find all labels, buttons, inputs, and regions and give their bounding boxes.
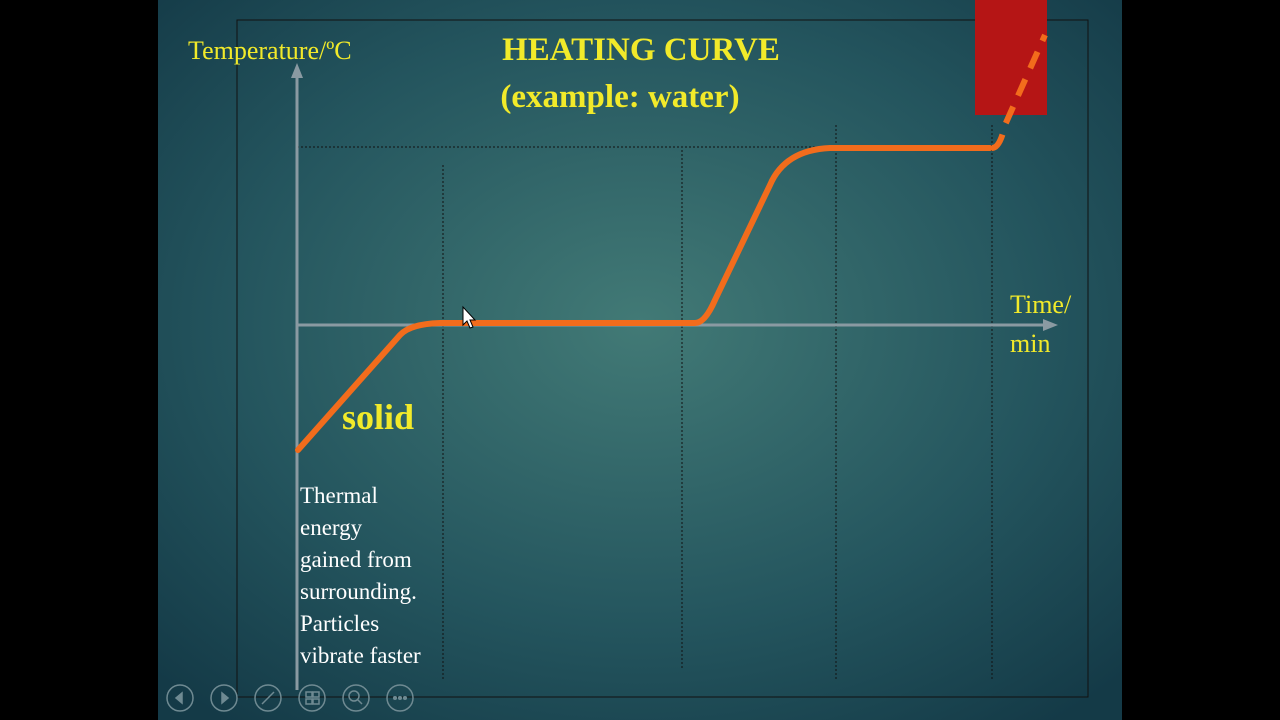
description: Thermal energy gained from surrounding. … [300, 483, 421, 668]
slides-button[interactable] [298, 684, 326, 712]
description-line: Thermal [300, 483, 378, 508]
description-line: energy [300, 515, 363, 540]
title: HEATING CURVE [502, 32, 780, 68]
description-line: surrounding. [300, 579, 417, 604]
x-axis-label: min [1010, 329, 1050, 358]
y-axis-label: Temperature/ºC [188, 36, 352, 65]
guide-lines [297, 125, 993, 680]
description-line: Particles [300, 611, 379, 636]
slide-background [158, 0, 1122, 720]
x-axis-label: Time/ [1010, 290, 1072, 319]
mouse-cursor [462, 305, 477, 329]
heating-curve [295, 145, 993, 453]
description-line: vibrate faster [300, 643, 421, 668]
pen-button[interactable] [254, 684, 282, 712]
previous-button[interactable] [166, 684, 194, 712]
more-button[interactable] [386, 684, 414, 712]
x-axis-arrow [1043, 319, 1058, 331]
zoom-button[interactable] [342, 684, 370, 712]
frame [236, 19, 1089, 698]
slideshow-toolbar [166, 684, 414, 712]
next-button[interactable] [210, 684, 238, 712]
phase-label: solid [342, 397, 414, 437]
subtitle: (example: water) [500, 79, 739, 115]
y-axis-arrow [291, 63, 303, 78]
description-line: gained from [300, 547, 412, 572]
heating-curve-dashed [991, 33, 1048, 151]
